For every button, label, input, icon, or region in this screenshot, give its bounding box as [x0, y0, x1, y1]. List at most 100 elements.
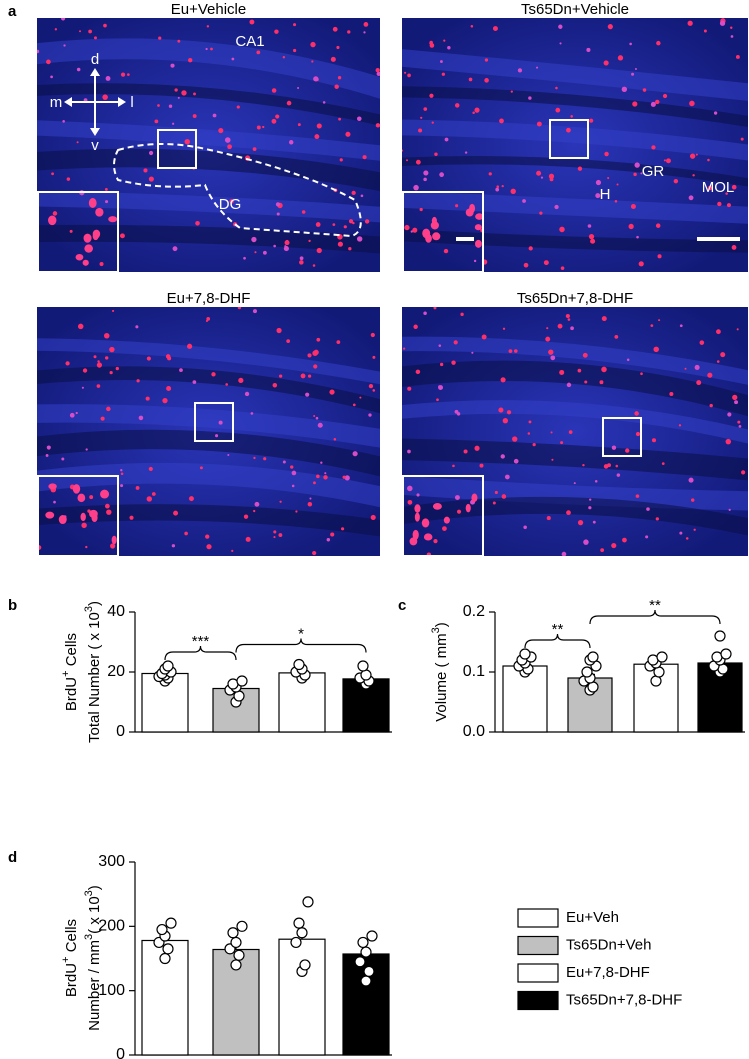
cell — [696, 380, 702, 386]
cell — [177, 96, 180, 99]
cell — [734, 400, 739, 405]
cell — [536, 66, 539, 69]
cell — [275, 202, 281, 207]
cell — [678, 424, 682, 427]
cell — [616, 183, 619, 186]
cell — [588, 233, 595, 240]
cell — [330, 532, 335, 537]
legend-swatch — [517, 963, 559, 983]
cell — [500, 454, 505, 459]
data-point — [360, 946, 372, 958]
cell — [694, 364, 700, 370]
inset-cell — [82, 259, 89, 266]
cell — [243, 514, 249, 519]
cell — [105, 76, 111, 81]
cell — [418, 128, 423, 133]
cell — [254, 251, 257, 254]
cell — [543, 260, 549, 266]
cell — [536, 170, 542, 176]
cell — [504, 474, 510, 480]
cell — [172, 246, 178, 252]
cell — [636, 235, 639, 239]
cell — [323, 475, 328, 480]
cell — [454, 409, 459, 414]
cell — [736, 328, 739, 331]
cell — [640, 172, 643, 175]
cell — [559, 42, 562, 45]
cell — [673, 178, 679, 184]
data-point — [230, 936, 242, 949]
cell — [611, 445, 617, 450]
legend-label: Ts65Dn+7,8-DHF — [566, 991, 682, 1008]
cell — [301, 210, 306, 214]
cell — [474, 445, 480, 451]
cell — [205, 319, 209, 323]
cell — [655, 223, 661, 228]
label-text: Cells — [63, 633, 80, 671]
cell — [106, 509, 112, 515]
data-point — [236, 675, 248, 687]
data-point — [299, 959, 311, 971]
cell — [317, 422, 323, 428]
cell — [179, 368, 183, 373]
cell — [288, 140, 294, 145]
cell — [227, 453, 230, 457]
cell — [470, 24, 474, 28]
data-point — [236, 920, 248, 932]
cell — [679, 324, 683, 328]
inset-cell — [100, 489, 110, 499]
cell — [135, 325, 139, 329]
inset-cell — [108, 216, 118, 223]
cell — [412, 227, 418, 233]
cell — [494, 490, 498, 494]
cell — [75, 411, 78, 415]
cell — [433, 307, 437, 310]
cell — [640, 372, 643, 376]
cell — [416, 493, 420, 497]
cell — [653, 346, 659, 353]
cell — [577, 520, 584, 526]
superscript: 3 — [430, 627, 442, 633]
cell — [402, 347, 406, 350]
inset-cell — [58, 515, 67, 525]
cell — [607, 24, 613, 30]
y-axis-label: Number / mm3( x 103) — [83, 885, 103, 1031]
cell — [165, 354, 171, 359]
cell — [634, 68, 637, 71]
cell — [684, 367, 687, 370]
cell — [413, 184, 419, 191]
cell — [555, 86, 558, 90]
data-point — [587, 651, 599, 663]
cell — [103, 332, 110, 339]
superscript: 3 — [83, 934, 95, 940]
image-title: Eu+7,8-DHF — [167, 290, 251, 307]
cell — [262, 125, 265, 129]
cell — [66, 177, 71, 181]
cell — [651, 438, 657, 443]
cell — [300, 373, 306, 379]
image-annotation: CA1 — [235, 33, 264, 50]
inset-cell — [80, 512, 86, 522]
cell — [604, 151, 609, 157]
data-point — [720, 648, 732, 660]
cell — [363, 31, 366, 34]
cell — [590, 238, 596, 244]
cell — [199, 466, 203, 470]
cell — [188, 57, 193, 63]
cell — [181, 90, 187, 96]
cell — [243, 256, 246, 260]
inset-cell — [471, 493, 478, 503]
cell — [326, 538, 331, 542]
cell — [352, 451, 358, 457]
cell — [713, 111, 718, 115]
cell — [146, 496, 153, 502]
cell — [453, 340, 458, 345]
cell — [474, 107, 480, 113]
cell — [271, 118, 277, 124]
significance-bracket — [524, 633, 591, 649]
cell — [413, 324, 418, 329]
cell — [731, 245, 737, 250]
cell — [463, 449, 468, 454]
cell — [558, 24, 563, 29]
cell — [154, 119, 159, 124]
